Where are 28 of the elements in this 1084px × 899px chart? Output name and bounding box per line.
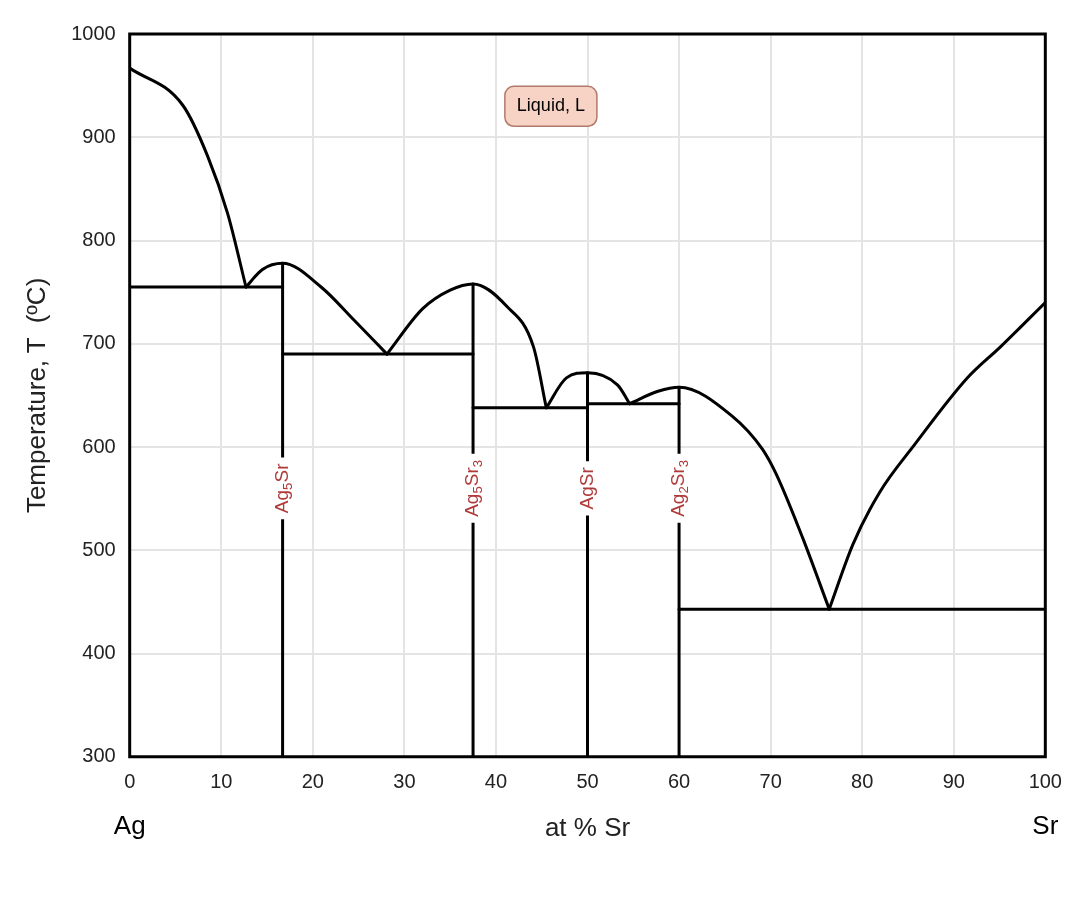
x-tick-label: 30 xyxy=(393,770,416,793)
x-tick-label: 10 xyxy=(210,770,233,793)
x-tick-label: 100 xyxy=(1028,770,1062,793)
x-tick-label: 50 xyxy=(576,770,599,793)
annotation: Ag2Sr3 xyxy=(667,459,692,517)
annotation: Ag5Sr xyxy=(270,462,295,514)
y-tick-label: 400 xyxy=(82,641,116,664)
x-tick-label: 0 xyxy=(124,770,136,793)
x-tick-label: 80 xyxy=(851,770,874,793)
x-tick-label: 20 xyxy=(301,770,324,793)
y-tick-label: 600 xyxy=(82,434,116,457)
text: Ag xyxy=(113,809,146,840)
x-tick-label: 40 xyxy=(484,770,508,793)
y-tick-label: 700 xyxy=(82,331,116,354)
annotation: AgSr xyxy=(575,466,597,510)
text: Sr xyxy=(1032,809,1059,840)
y-tick-label: 800 xyxy=(82,228,116,251)
x-tick-label: 60 xyxy=(667,770,691,793)
x-tick-label: 90 xyxy=(942,770,965,793)
x-tick-label: 70 xyxy=(759,770,782,793)
y-tick-label: 900 xyxy=(82,124,116,147)
y-tick-label: 1000 xyxy=(71,21,116,44)
annotation: Ag5Sr3 xyxy=(461,459,486,517)
y-tick-label: 500 xyxy=(82,537,116,560)
x-axis-title: at % Sr xyxy=(544,811,631,842)
y-axis-title: Temperature, T (ºC) xyxy=(20,277,51,514)
y-tick-label: 300 xyxy=(82,744,116,767)
annotation: Liquid, L xyxy=(516,95,585,116)
